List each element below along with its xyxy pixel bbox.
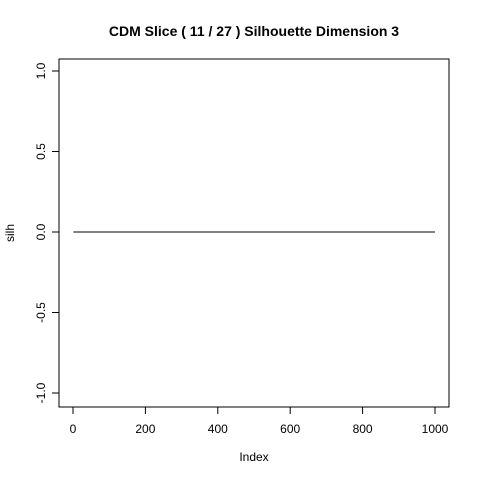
y-tick-label: -1.0 <box>34 382 48 403</box>
x-tick-label: 400 <box>208 422 228 436</box>
y-tick-label: 1.0 <box>34 62 48 79</box>
y-tick-label: 0.5 <box>34 143 48 160</box>
chart-title: CDM Slice ( 11 / 27 ) Silhouette Dimensi… <box>109 23 399 39</box>
x-axis: 0 200 400 600 800 1000 <box>70 406 449 436</box>
x-tick-label: 600 <box>280 422 300 436</box>
x-tick-label: 0 <box>70 422 77 436</box>
x-axis-label: Index <box>239 450 268 464</box>
x-tick-label: 200 <box>135 422 155 436</box>
y-axis-label: silh <box>3 224 17 242</box>
x-tick-label: 1000 <box>422 422 449 436</box>
y-tick-label: -0.5 <box>34 302 48 323</box>
plot-frame <box>58 58 450 408</box>
y-axis: -1.0 -0.5 0.0 0.5 1.0 <box>34 62 60 403</box>
y-tick-label: 0.0 <box>34 223 48 240</box>
x-tick-label: 800 <box>353 422 373 436</box>
